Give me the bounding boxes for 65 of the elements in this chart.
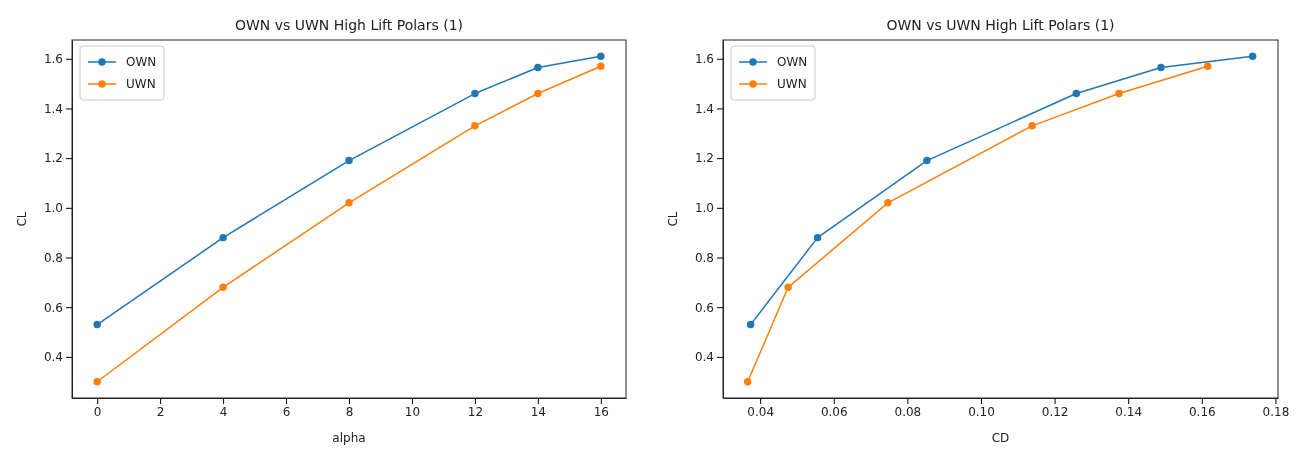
y-axis-title: CL [666,211,680,227]
x-tick-label: 0.06 [820,404,848,419]
point [93,377,101,386]
x-tick-label: 0.10 [968,404,995,419]
point [345,199,353,207]
point [1203,62,1212,70]
x-tick-label: 0.12 [1041,404,1069,419]
point [471,122,479,130]
y-tick-label: 1.2 [43,151,63,166]
legend-label: OWN [126,55,157,69]
x-tick-label: 12 [467,404,484,419]
y-tick-label: 0.4 [694,350,714,365]
point [219,283,227,292]
legend-label: UWN [126,77,156,91]
chart-title: OWN vs UWN High Lift Polars (1) [886,17,1115,33]
chart-title: OWN vs UWN High Lift Polars (1) [234,17,464,33]
y-tick-label: 1.6 [694,52,714,67]
point [743,377,752,386]
legend-label: UWN [777,77,807,91]
point [746,320,755,329]
y-tick-label: 1.4 [694,101,714,116]
y-tick-label: 1.4 [43,101,63,116]
x-tick-label: 0 [93,404,102,419]
y-tick-label: 1.6 [43,52,63,67]
point [1157,63,1165,72]
point [1028,122,1036,130]
x-tick-label: 8 [345,404,354,419]
point [1248,52,1257,61]
x-tick-label: 0.08 [894,404,922,419]
y-tick-label: 0.4 [43,350,63,365]
point [345,156,353,165]
point [884,199,892,207]
y-tick-label: 0.6 [694,300,714,315]
x-tick-label: 0.04 [747,404,775,419]
x-tick-label: 0.14 [1115,404,1143,419]
y-tick-label: 0.8 [43,250,63,265]
point [534,63,542,72]
point [597,62,605,70]
y-tick-label: 1.0 [694,201,714,216]
point [1072,89,1081,98]
point [597,52,605,61]
y-axis-title: CL [15,211,29,227]
point [93,320,101,329]
legend-label: OWN [777,55,808,69]
x-tick-label: 10 [404,404,421,419]
y-tick-label: 0.6 [43,300,63,315]
x-tick-label: 14 [530,404,546,419]
point [1115,89,1123,98]
x-tick-label: 2 [156,404,165,419]
point [923,156,931,165]
y-tick-label: 1.2 [694,151,714,166]
point [471,89,479,98]
x-axis-title: alpha [332,431,366,445]
x-tick-label: 4 [219,404,228,419]
x-tick-label: 16 [593,404,609,419]
point [219,233,227,242]
point [784,283,792,292]
x-axis-title: CD [991,431,1010,445]
y-tick-label: 1.0 [43,201,63,216]
x-tick-label: 0.16 [1188,404,1216,419]
point [813,233,822,242]
x-tick-label: 6 [282,404,291,419]
point [534,89,542,98]
x-tick-label: 0.18 [1262,404,1290,419]
y-tick-label: 0.8 [694,250,714,265]
